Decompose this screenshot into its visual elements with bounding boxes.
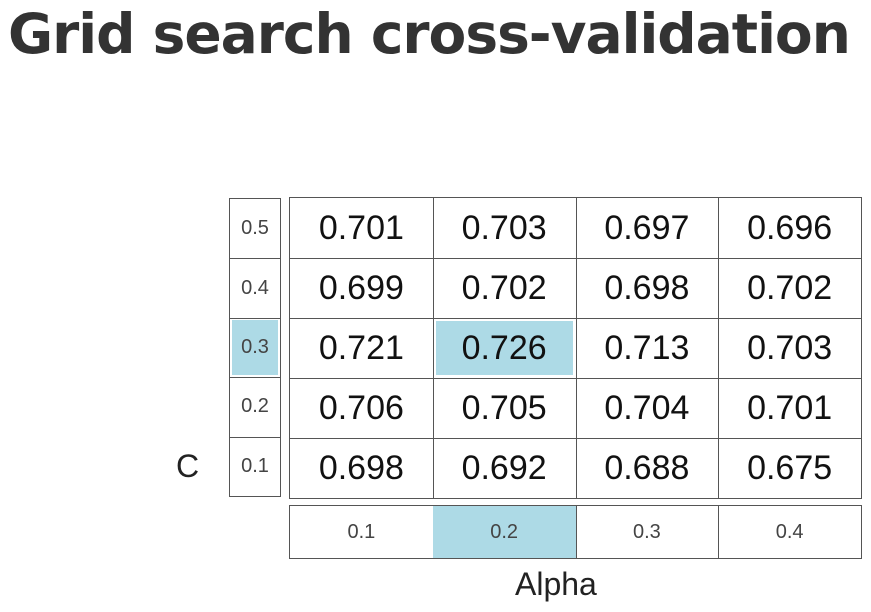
- grid-line: [230, 317, 280, 319]
- score-cell: 0.698: [318, 448, 404, 487]
- score-cell: 0.696: [747, 208, 833, 247]
- score-cell: 0.713: [604, 328, 690, 367]
- c-value: 0.4: [241, 276, 269, 299]
- alpha-value: 0.1: [347, 520, 376, 543]
- title: Grid search cross-validation: [8, 2, 851, 66]
- grid-line: [230, 377, 280, 379]
- score-cell: 0.699: [318, 268, 404, 307]
- grid-line: [575, 506, 577, 558]
- grid-line: [290, 258, 861, 259]
- c-axis-values: 0.5 0.4 0.3 0.2 0.1: [229, 198, 281, 497]
- score-cell: 0.675: [747, 448, 833, 487]
- grid-line: [230, 436, 280, 438]
- score-cell: 0.705: [461, 388, 547, 427]
- score-cell: 0.701: [318, 208, 404, 247]
- grid-line: [718, 506, 720, 558]
- grid-line: [290, 378, 861, 379]
- alpha-value: 0.3: [632, 520, 661, 543]
- score-cell: 0.704: [604, 388, 690, 427]
- grid-line: [575, 198, 577, 498]
- grid-line: [290, 438, 861, 439]
- score-grid: 0.701 0.703 0.697 0.696 0.699 0.702 0.698 0.702…: [289, 197, 862, 499]
- score-cell: 0.692: [461, 448, 547, 487]
- score-cell: 0.701: [747, 388, 833, 427]
- score-cell: 0.697: [604, 208, 690, 247]
- c-value: 0.3: [232, 319, 278, 376]
- score-cell: 0.688: [604, 448, 690, 487]
- alpha-axis-values: 0.1 0.2 0.3 0.4: [289, 505, 862, 559]
- score-cell: 0.726: [435, 321, 573, 375]
- grid-line: [230, 258, 280, 260]
- score-cell: 0.706: [318, 388, 404, 427]
- alpha-value: 0.4: [775, 520, 804, 543]
- score-cell: 0.702: [747, 268, 833, 307]
- score-cell: 0.702: [461, 268, 547, 307]
- c-axis-label: C: [176, 448, 200, 484]
- score-cell: 0.703: [747, 328, 833, 367]
- grid-line: [718, 198, 720, 498]
- score-cell: 0.721: [318, 328, 404, 367]
- c-value: 0.1: [241, 454, 269, 477]
- score-cell: 0.698: [604, 268, 690, 307]
- score-cell: 0.703: [461, 208, 547, 247]
- alpha-axis-label: Alpha: [515, 566, 597, 602]
- grid-line: [432, 198, 434, 498]
- c-value: 0.5: [241, 217, 269, 240]
- c-value: 0.2: [241, 395, 269, 418]
- grid-line: [290, 318, 861, 319]
- alpha-value: 0.2: [432, 506, 576, 558]
